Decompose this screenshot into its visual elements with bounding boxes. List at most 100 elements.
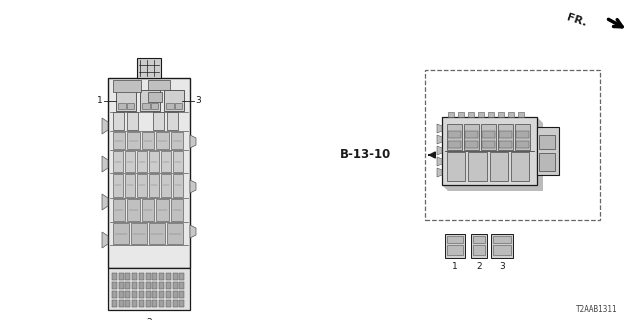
Bar <box>493 236 511 243</box>
Bar <box>173 151 183 172</box>
Polygon shape <box>437 168 442 177</box>
Bar <box>112 273 117 280</box>
Bar <box>166 103 174 109</box>
Bar <box>112 291 117 298</box>
Text: 3: 3 <box>195 96 201 105</box>
Bar <box>139 273 144 280</box>
Bar <box>146 300 150 307</box>
Bar <box>140 90 160 111</box>
Bar <box>132 273 137 280</box>
Bar <box>518 112 524 117</box>
Bar <box>442 117 537 185</box>
Bar <box>112 282 117 289</box>
Bar <box>139 282 144 289</box>
Bar <box>146 273 150 280</box>
Bar <box>116 90 136 111</box>
Bar <box>118 103 126 109</box>
Bar <box>149 151 159 172</box>
Bar <box>132 300 137 307</box>
Bar <box>447 152 465 181</box>
Bar <box>132 291 137 298</box>
Bar <box>127 132 140 149</box>
Bar <box>171 199 183 221</box>
Bar <box>173 291 177 298</box>
Bar <box>447 245 463 255</box>
Bar <box>482 141 495 148</box>
Text: 1: 1 <box>97 96 103 105</box>
Bar <box>537 127 559 175</box>
Bar <box>113 80 141 92</box>
Bar <box>142 103 150 109</box>
Bar <box>173 273 177 280</box>
Bar <box>125 291 131 298</box>
Polygon shape <box>437 146 442 155</box>
Bar <box>458 112 464 117</box>
Bar <box>131 223 147 244</box>
Bar <box>468 152 486 181</box>
Bar <box>139 300 144 307</box>
Text: 3: 3 <box>499 262 505 271</box>
Bar <box>166 300 171 307</box>
Bar <box>499 131 512 138</box>
Bar <box>447 124 462 150</box>
Bar <box>516 131 529 138</box>
Bar <box>493 245 511 255</box>
Bar <box>108 268 190 310</box>
Bar <box>173 282 177 289</box>
Bar <box>132 282 137 289</box>
Text: 1: 1 <box>452 262 458 271</box>
Bar <box>488 112 494 117</box>
Bar <box>125 300 131 307</box>
Bar <box>167 223 183 244</box>
Bar <box>152 300 157 307</box>
Bar <box>539 153 555 171</box>
Bar <box>161 174 171 197</box>
Bar <box>465 141 478 148</box>
Polygon shape <box>190 180 196 193</box>
Bar <box>146 291 150 298</box>
Bar <box>139 291 144 298</box>
Bar <box>539 135 555 149</box>
Bar <box>125 273 131 280</box>
Bar <box>478 112 484 117</box>
Bar <box>448 112 454 117</box>
Bar <box>113 223 129 244</box>
Bar <box>159 273 164 280</box>
Polygon shape <box>102 156 108 172</box>
Bar <box>151 103 158 109</box>
Text: 2: 2 <box>476 262 482 271</box>
Bar <box>473 245 485 255</box>
Bar <box>179 300 184 307</box>
Bar <box>127 103 134 109</box>
Bar <box>173 300 177 307</box>
Bar <box>516 141 529 148</box>
Bar <box>112 300 117 307</box>
Bar <box>179 291 184 298</box>
Bar <box>113 112 124 130</box>
Bar <box>179 282 184 289</box>
Bar <box>119 282 124 289</box>
Bar <box>473 236 485 243</box>
Bar <box>490 152 508 181</box>
Bar <box>142 199 154 221</box>
Bar <box>113 132 125 149</box>
Bar <box>482 131 495 138</box>
Bar <box>511 152 529 181</box>
Bar <box>156 199 168 221</box>
Bar <box>164 90 184 111</box>
Bar <box>515 124 530 150</box>
Bar <box>166 291 171 298</box>
Bar <box>161 151 171 172</box>
Bar <box>498 124 513 150</box>
Bar <box>152 282 157 289</box>
Bar <box>119 273 124 280</box>
Bar <box>152 291 157 298</box>
Bar <box>159 282 164 289</box>
Bar <box>171 132 183 149</box>
Bar <box>498 112 504 117</box>
Bar <box>113 199 125 221</box>
Bar <box>499 141 512 148</box>
Bar <box>468 112 474 117</box>
Bar <box>125 282 131 289</box>
Bar <box>166 273 171 280</box>
